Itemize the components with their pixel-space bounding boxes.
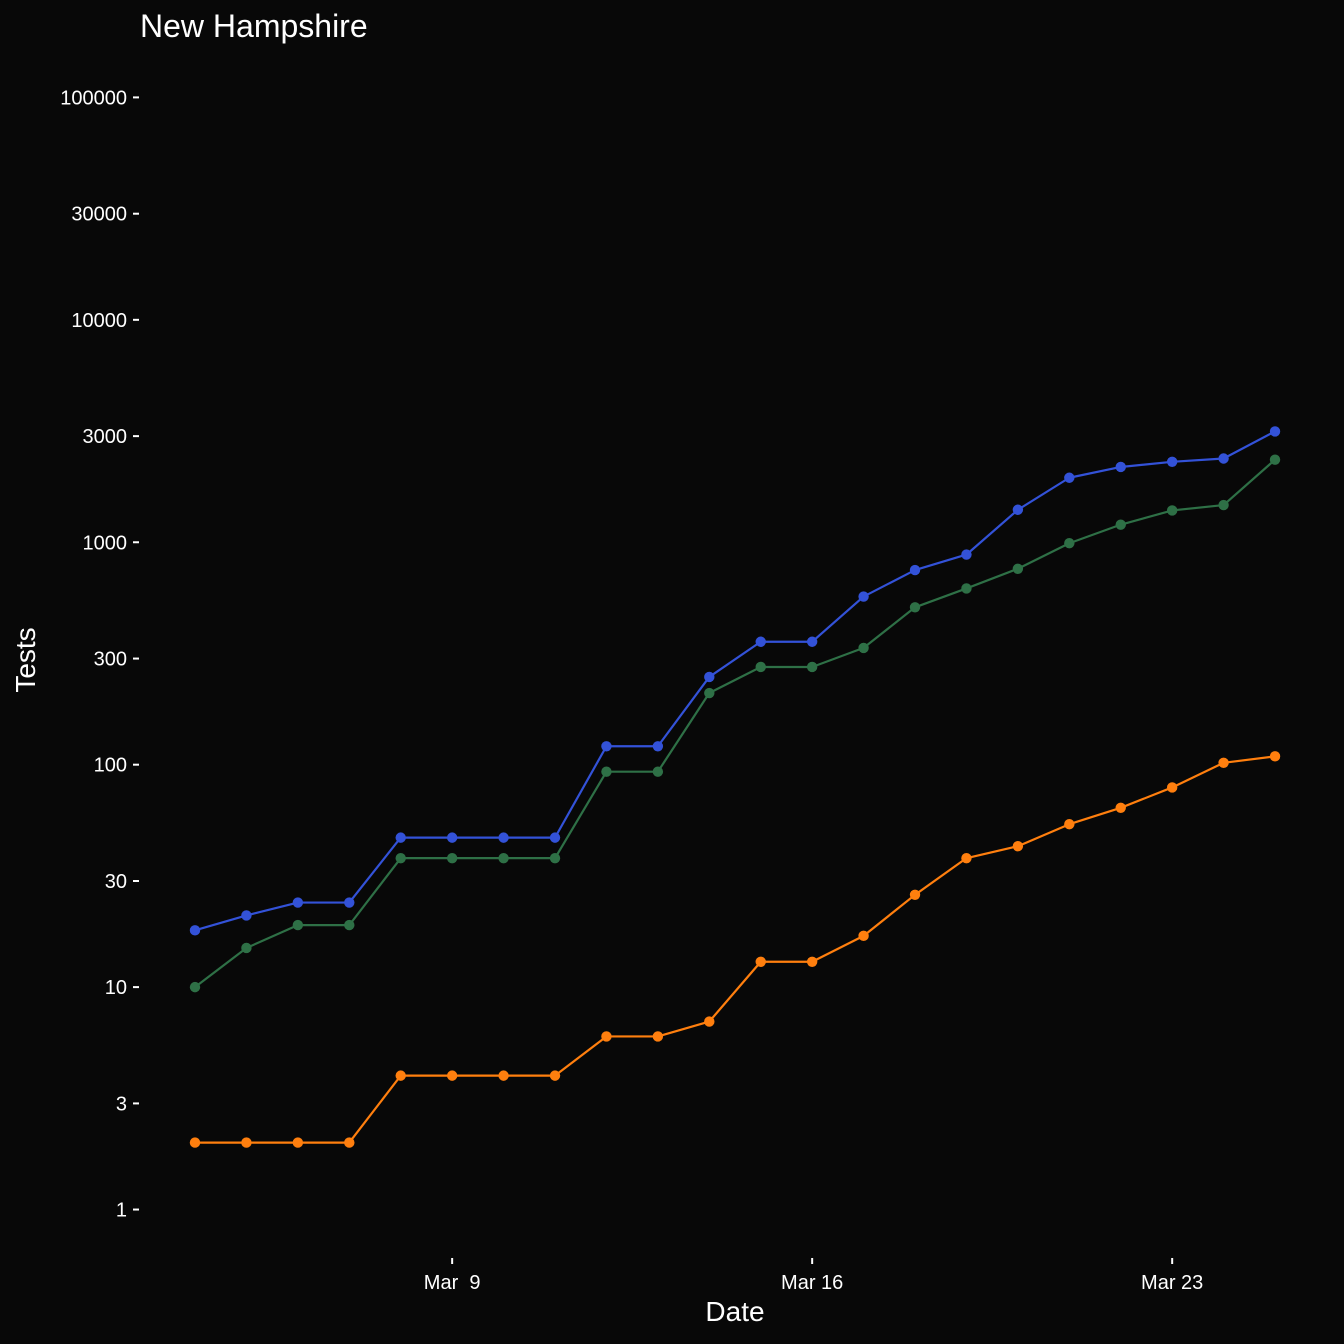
- y-tick-label: 300: [94, 649, 127, 671]
- data-point: [1012, 563, 1024, 574]
- data-point: [1064, 819, 1075, 830]
- data-point: [1115, 461, 1126, 473]
- y-tick-label: 30: [105, 871, 127, 893]
- data-point: [498, 1070, 509, 1081]
- series-line-3: [195, 755, 1276, 1144]
- y-tick-label: 3: [116, 1093, 127, 1115]
- data-point: [1218, 757, 1229, 768]
- data-point: [601, 1031, 612, 1042]
- y-tick-label: 10: [105, 977, 127, 999]
- data-point: [909, 564, 921, 576]
- data-point: [909, 889, 921, 901]
- data-point: [446, 852, 458, 864]
- series-line-2: [194, 458, 1276, 988]
- data-point: [1012, 841, 1024, 852]
- data-point: [549, 1070, 561, 1081]
- y-tick-label: 3000: [83, 426, 128, 448]
- data-point: [446, 1070, 458, 1081]
- x-axis-label: Date: [705, 1296, 765, 1327]
- data-point: [961, 583, 972, 594]
- data-point: [395, 1070, 406, 1081]
- data-point: [292, 919, 304, 931]
- x-tick-label: Mar 16: [781, 1272, 843, 1294]
- data-point: [755, 956, 766, 967]
- x-tick-label: Mar 23: [1141, 1272, 1203, 1294]
- data-point: [1269, 751, 1281, 762]
- series-lines: [194, 430, 1276, 1144]
- data-point: [858, 591, 869, 602]
- data-point: [189, 925, 201, 936]
- data-point: [395, 852, 406, 864]
- data-point: [858, 930, 869, 942]
- x-axis: Mar 9 Mar 16 Mar 23: [424, 1258, 1203, 1294]
- data-point: [344, 897, 355, 908]
- data-point: [241, 942, 252, 954]
- data-point: [601, 741, 612, 752]
- data-point: [652, 741, 664, 752]
- data-point: [292, 897, 304, 908]
- data-point: [446, 832, 458, 843]
- data-point: [1115, 802, 1126, 813]
- data-point: [806, 956, 818, 967]
- data-point: [601, 766, 612, 777]
- data-point: [344, 1137, 355, 1148]
- data-point: [498, 832, 509, 843]
- data-point: [344, 919, 355, 931]
- data-point: [395, 832, 406, 843]
- data-point: [1269, 426, 1281, 437]
- data-point: [909, 602, 921, 613]
- data-point: [961, 852, 972, 864]
- data-point: [241, 1137, 252, 1148]
- data-point: [1064, 538, 1075, 549]
- data-point: [1064, 472, 1075, 483]
- y-axis: 1 3 10 30 100 300 1000 3000 10000 30000 100000: [60, 87, 139, 1222]
- data-point: [704, 687, 715, 699]
- data-point: [704, 1016, 715, 1027]
- data-point: [241, 910, 252, 921]
- data-point: [1218, 499, 1229, 511]
- y-tick-label: 1000: [83, 532, 128, 554]
- data-point: [1115, 519, 1126, 530]
- data-point: [1218, 453, 1229, 464]
- data-point: [549, 852, 561, 864]
- y-tick-label: 1: [116, 1200, 127, 1222]
- data-point: [858, 642, 869, 654]
- y-tick-label: 100000: [60, 87, 127, 109]
- data-point: [806, 636, 818, 647]
- data-point: [755, 661, 766, 673]
- data-point: [961, 549, 972, 560]
- data-point: [755, 636, 766, 647]
- data-point: [652, 1031, 664, 1042]
- data-point: [189, 1137, 201, 1148]
- data-point: [1166, 456, 1178, 467]
- data-point: [704, 671, 715, 683]
- data-point: [806, 661, 818, 673]
- data-point: [1166, 505, 1178, 516]
- y-tick-label: 10000: [71, 310, 127, 332]
- data-point: [189, 981, 201, 993]
- data-point: [652, 766, 664, 777]
- chart-title: New Hampshire: [140, 8, 368, 44]
- x-tick-label: Mar 9: [424, 1272, 481, 1294]
- data-point: [292, 1137, 304, 1148]
- y-tick-label: 30000: [71, 204, 127, 226]
- y-axis-label: Tests: [10, 627, 41, 693]
- data-point: [1269, 454, 1281, 465]
- data-point: [549, 832, 561, 843]
- series-line-1: [194, 430, 1276, 932]
- data-point: [1166, 782, 1178, 793]
- data-point: [498, 852, 509, 864]
- series-points: [189, 426, 1281, 1148]
- y-tick-label: 100: [94, 755, 127, 777]
- data-point: [1012, 504, 1024, 515]
